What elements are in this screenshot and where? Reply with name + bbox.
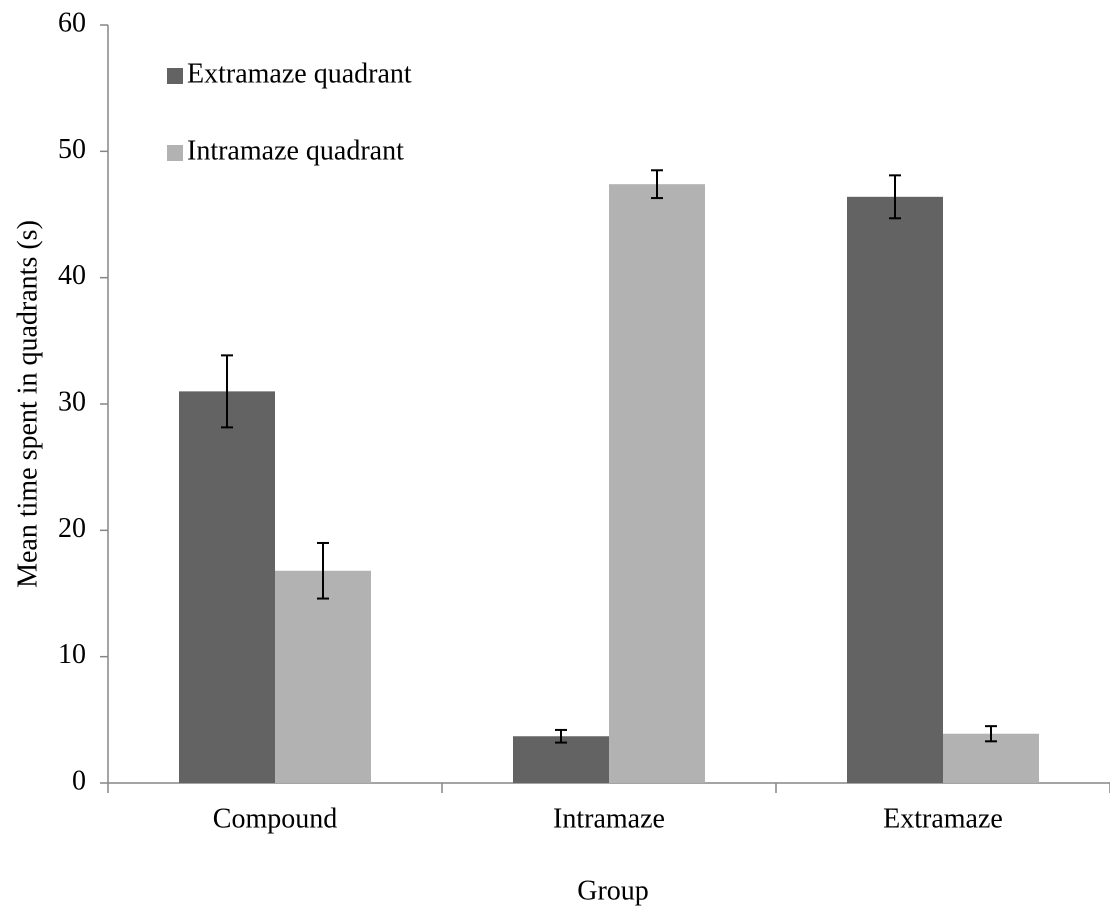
bar xyxy=(513,736,609,783)
x-tick-label: Intramaze xyxy=(553,803,665,834)
x-tick-label: Compound xyxy=(213,803,337,834)
x-tick-label: Extramaze xyxy=(883,803,1003,834)
y-tick-label: 50 xyxy=(58,134,86,165)
bar xyxy=(179,391,275,783)
error-bar xyxy=(221,354,233,429)
y-tick-label: 30 xyxy=(58,386,86,417)
error-bar xyxy=(889,174,901,220)
error-bar xyxy=(317,541,329,600)
y-tick-label: 20 xyxy=(58,513,86,544)
legend-swatch xyxy=(167,68,183,84)
y-tick-label: 10 xyxy=(58,639,86,670)
y-tick-label: 40 xyxy=(58,260,86,291)
error-bar xyxy=(555,728,567,744)
error-bar xyxy=(985,725,997,743)
bar xyxy=(275,570,371,783)
x-axis-label: Group xyxy=(577,875,649,906)
bar xyxy=(609,184,705,783)
legend-swatch xyxy=(167,145,183,161)
error-bar xyxy=(651,169,663,200)
legend-label: Intramaze quadrant xyxy=(187,135,404,166)
y-axis-label: Mean time spent in quadrants (s) xyxy=(12,220,43,588)
y-tick-label: 0 xyxy=(72,765,86,796)
legend-label: Extramaze quadrant xyxy=(187,58,412,89)
bar xyxy=(847,196,943,783)
y-tick-label: 60 xyxy=(58,7,86,38)
